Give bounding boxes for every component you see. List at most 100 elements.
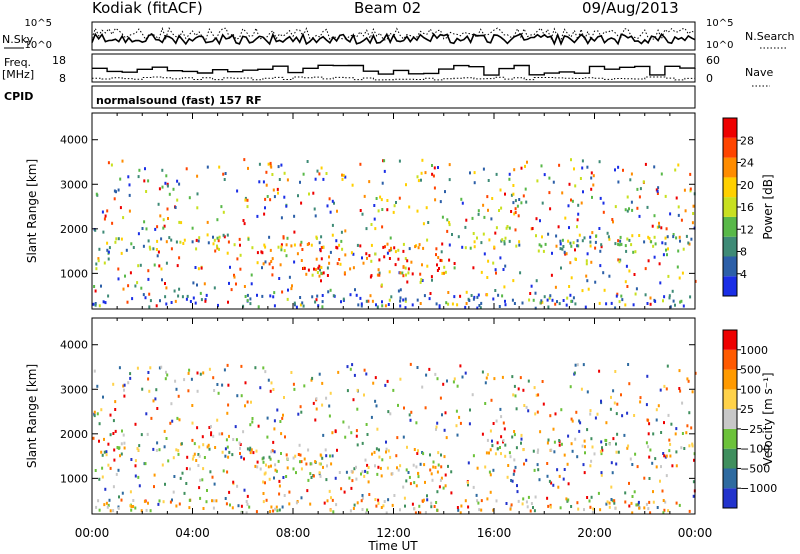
heatmap-cell	[608, 237, 611, 241]
heatmap-cell	[310, 476, 313, 479]
heatmap-cell	[229, 265, 231, 269]
heatmap-cell	[617, 450, 620, 454]
heatmap-cell	[467, 505, 470, 509]
heatmap-cell	[272, 509, 275, 513]
heatmap-cell	[269, 294, 272, 298]
heatmap-cell	[176, 198, 179, 202]
heatmap-cell	[646, 374, 649, 378]
heatmap-cell	[367, 466, 370, 469]
heatmap-cell	[549, 505, 552, 509]
heatmap-cell	[591, 445, 594, 449]
heatmap-cell	[677, 205, 680, 209]
heatmap-cell	[353, 503, 356, 507]
heatmap-cell	[630, 200, 633, 204]
heatmap-cell	[682, 247, 685, 251]
heatmap-cell	[492, 297, 495, 301]
heatmap-cell	[525, 200, 528, 204]
heatmap-cell	[614, 370, 617, 373]
heatmap-cell	[426, 264, 429, 268]
heatmap-cell	[633, 414, 636, 417]
heatmap-cell	[489, 429, 492, 433]
heatmap-cell	[539, 430, 542, 434]
heatmap-cell	[214, 446, 217, 449]
heatmap-cell	[405, 273, 407, 277]
heatmap-cell	[430, 501, 433, 505]
heatmap-cell	[359, 244, 362, 248]
heatmap-cell	[577, 203, 580, 207]
heatmap-cell	[570, 442, 573, 446]
heatmap-cell	[492, 468, 495, 472]
heatmap-cell	[418, 243, 421, 247]
heatmap-cell	[266, 435, 269, 439]
heatmap-cell	[688, 444, 691, 448]
heatmap-cell	[591, 231, 594, 235]
heatmap-cell	[402, 485, 405, 489]
heatmap-cell	[137, 264, 140, 268]
heatmap-cell	[263, 472, 266, 476]
heatmap-cell	[508, 172, 511, 176]
heatmap-cell	[206, 220, 209, 224]
heatmap-cell	[98, 247, 101, 251]
heatmap-cell	[416, 298, 419, 302]
heatmap-cell	[285, 204, 288, 208]
heatmap-cell	[392, 210, 395, 214]
heatmap-cell	[117, 506, 120, 510]
heatmap-cell	[272, 440, 275, 444]
heatmap-cell	[514, 465, 517, 469]
heatmap-cell	[102, 230, 105, 234]
heatmap-cell	[369, 294, 372, 298]
heatmap-cell	[175, 240, 178, 244]
heatmap-cell	[231, 506, 234, 510]
heatmap-cell	[511, 298, 514, 302]
heatmap-cell	[453, 377, 456, 381]
heatmap-cell	[222, 233, 225, 237]
heatmap-cell	[397, 257, 400, 261]
heatmap-cell	[624, 244, 627, 248]
heatmap-cell	[680, 218, 683, 222]
heatmap-cell	[231, 453, 234, 457]
heatmap-cell	[160, 365, 163, 369]
heatmap-cell	[113, 197, 116, 201]
heatmap-cell	[196, 426, 199, 430]
heatmap-cell	[552, 427, 555, 431]
heatmap-cell	[216, 244, 218, 248]
heatmap-cell	[570, 244, 573, 248]
heatmap-cell	[562, 245, 565, 248]
heatmap-cell	[586, 428, 589, 432]
heatmap-cell	[292, 467, 295, 471]
heatmap-cell	[282, 413, 284, 417]
heatmap-cell	[121, 429, 123, 433]
heatmap-cell	[200, 298, 203, 302]
heatmap-cell	[196, 389, 199, 393]
heatmap-cell	[389, 236, 392, 240]
heatmap-cell	[386, 242, 389, 246]
heatmap-cell	[572, 241, 575, 245]
heatmap-cell	[552, 483, 555, 487]
heatmap-cell	[689, 295, 692, 299]
heatmap-cell	[165, 302, 168, 306]
heatmap-cell	[204, 299, 207, 303]
heatmap-cell	[203, 456, 206, 459]
heatmap-cell	[401, 271, 404, 275]
heatmap-cell	[488, 451, 490, 455]
heatmap-cell	[547, 232, 550, 236]
heatmap-cell	[568, 226, 570, 230]
heatmap-cell	[239, 267, 242, 271]
heatmap-cell	[687, 379, 690, 383]
heatmap-cell	[388, 298, 391, 302]
heatmap-cell	[658, 225, 661, 229]
heatmap-cell	[390, 295, 393, 299]
heatmap-cell	[516, 484, 518, 488]
heatmap-cell	[507, 464, 510, 467]
heatmap-cell	[688, 509, 691, 513]
heatmap-cell	[382, 245, 385, 249]
heatmap-cell	[577, 244, 580, 248]
heatmap-cell	[132, 499, 135, 502]
heatmap-cell	[196, 283, 198, 287]
heatmap-cell	[176, 179, 179, 183]
heatmap-cell	[407, 267, 410, 271]
heatmap-cell	[270, 450, 273, 454]
heatmap-cell	[164, 377, 167, 381]
heatmap-cell	[375, 303, 377, 307]
heatmap-cell	[285, 453, 288, 457]
